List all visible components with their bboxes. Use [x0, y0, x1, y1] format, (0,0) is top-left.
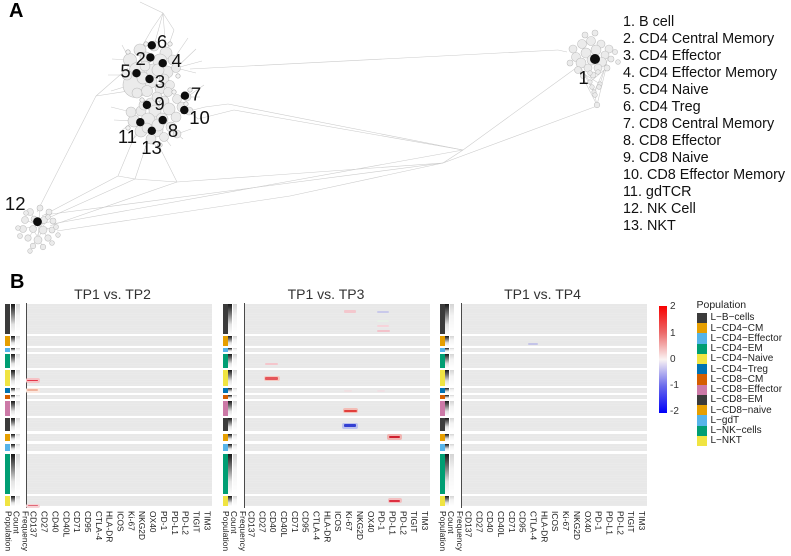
svg-text:3: 3 — [155, 71, 165, 92]
svg-text:11: 11 — [118, 126, 137, 147]
svg-text:4: 4 — [171, 50, 181, 71]
svg-text:13: 13 — [141, 137, 162, 158]
svg-text:10: 10 — [189, 107, 210, 128]
svg-text:8: 8 — [168, 120, 178, 141]
svg-text:12: 12 — [5, 193, 26, 214]
svg-text:5: 5 — [120, 61, 130, 82]
svg-text:7: 7 — [191, 84, 201, 105]
svg-text:1: 1 — [578, 67, 588, 88]
svg-text:6: 6 — [157, 31, 167, 52]
svg-text:2: 2 — [135, 48, 145, 69]
svg-text:9: 9 — [154, 93, 164, 114]
